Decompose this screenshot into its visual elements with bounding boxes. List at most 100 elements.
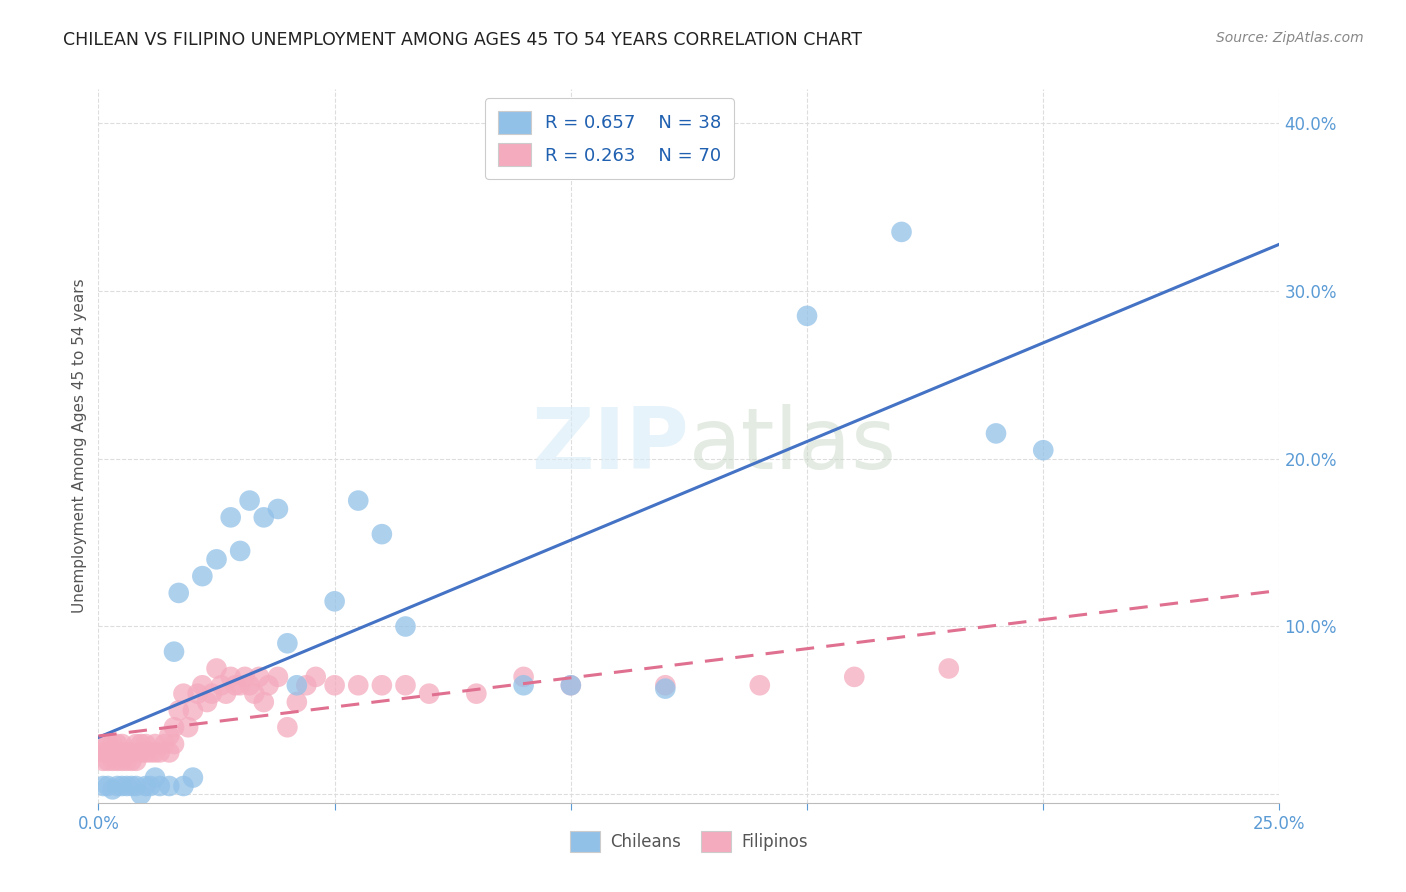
- Point: [135, 779, 157, 793]
- Point: [121, 779, 143, 793]
- Point: [201, 687, 224, 701]
- Point: [125, 779, 148, 793]
- Point: [129, 746, 152, 760]
- Point: [91, 737, 114, 751]
- Point: [267, 502, 290, 516]
- Point: [418, 687, 440, 701]
- Point: [181, 771, 204, 785]
- Point: [394, 678, 416, 692]
- Point: [512, 670, 534, 684]
- Point: [560, 678, 582, 692]
- Point: [796, 309, 818, 323]
- Point: [560, 678, 582, 692]
- Point: [191, 569, 214, 583]
- Text: CHILEAN VS FILIPINO UNEMPLOYMENT AMONG AGES 45 TO 54 YEARS CORRELATION CHART: CHILEAN VS FILIPINO UNEMPLOYMENT AMONG A…: [63, 31, 862, 49]
- Point: [163, 645, 186, 659]
- Point: [157, 746, 180, 760]
- Point: [253, 695, 276, 709]
- Point: [285, 678, 308, 692]
- Point: [105, 754, 128, 768]
- Point: [229, 678, 252, 692]
- Text: ZIP: ZIP: [531, 404, 689, 488]
- Point: [97, 754, 120, 768]
- Point: [191, 678, 214, 692]
- Point: [163, 737, 186, 751]
- Point: [371, 678, 394, 692]
- Point: [247, 670, 270, 684]
- Point: [215, 687, 238, 701]
- Point: [129, 737, 152, 751]
- Text: Source: ZipAtlas.com: Source: ZipAtlas.com: [1216, 31, 1364, 45]
- Point: [97, 737, 120, 751]
- Point: [243, 687, 266, 701]
- Legend: Chileans, Filipinos: Chileans, Filipinos: [564, 824, 814, 859]
- Point: [323, 678, 346, 692]
- Point: [101, 754, 124, 768]
- Point: [239, 493, 262, 508]
- Point: [276, 720, 298, 734]
- Point: [167, 586, 190, 600]
- Point: [111, 779, 134, 793]
- Point: [139, 779, 162, 793]
- Point: [224, 678, 246, 692]
- Point: [187, 687, 209, 701]
- Text: atlas: atlas: [689, 404, 897, 488]
- Point: [172, 687, 194, 701]
- Point: [111, 746, 134, 760]
- Point: [938, 661, 960, 675]
- Point: [97, 779, 120, 793]
- Point: [143, 737, 166, 751]
- Point: [229, 544, 252, 558]
- Point: [285, 695, 308, 709]
- Point: [371, 527, 394, 541]
- Point: [125, 754, 148, 768]
- Point: [347, 678, 370, 692]
- Point: [149, 746, 172, 760]
- Point: [205, 552, 228, 566]
- Point: [143, 746, 166, 760]
- Point: [135, 737, 157, 751]
- Point: [394, 619, 416, 633]
- Point: [143, 771, 166, 785]
- Y-axis label: Unemployment Among Ages 45 to 54 years: Unemployment Among Ages 45 to 54 years: [72, 278, 87, 614]
- Point: [257, 678, 280, 692]
- Point: [219, 510, 242, 524]
- Point: [748, 678, 770, 692]
- Point: [253, 510, 276, 524]
- Point: [172, 779, 194, 793]
- Point: [177, 720, 200, 734]
- Point: [125, 737, 148, 751]
- Point: [163, 720, 186, 734]
- Point: [219, 670, 242, 684]
- Point: [239, 678, 262, 692]
- Point: [323, 594, 346, 608]
- Point: [233, 670, 256, 684]
- Point: [101, 782, 124, 797]
- Point: [276, 636, 298, 650]
- Point: [295, 678, 318, 692]
- Point: [157, 729, 180, 743]
- Point: [97, 746, 120, 760]
- Point: [91, 746, 114, 760]
- Point: [121, 746, 143, 760]
- Point: [195, 695, 218, 709]
- Point: [654, 678, 676, 692]
- Point: [205, 661, 228, 675]
- Point: [167, 703, 190, 717]
- Point: [115, 746, 138, 760]
- Point: [121, 754, 143, 768]
- Point: [181, 703, 204, 717]
- Point: [115, 754, 138, 768]
- Point: [157, 779, 180, 793]
- Point: [654, 681, 676, 696]
- Point: [209, 678, 232, 692]
- Point: [512, 678, 534, 692]
- Point: [149, 779, 172, 793]
- Point: [890, 225, 912, 239]
- Point: [115, 779, 138, 793]
- Point: [984, 426, 1007, 441]
- Point: [105, 779, 128, 793]
- Point: [111, 737, 134, 751]
- Point: [111, 754, 134, 768]
- Point: [465, 687, 488, 701]
